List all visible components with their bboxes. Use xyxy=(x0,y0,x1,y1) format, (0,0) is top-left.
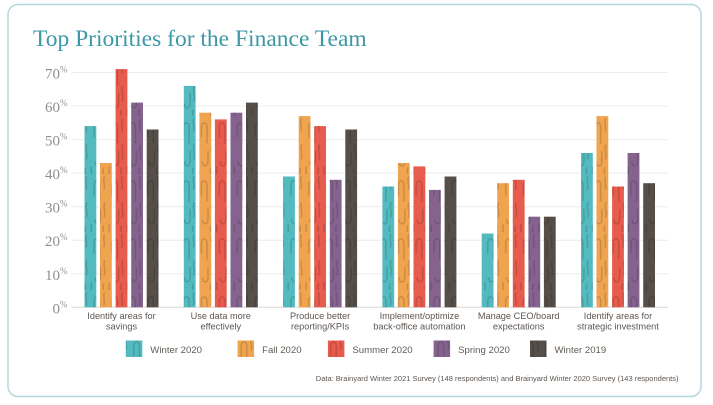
svg-text:Use data more: Use data more xyxy=(191,311,251,321)
svg-text:Fall 2020: Fall 2020 xyxy=(262,345,301,356)
svg-text:back-office automation: back-office automation xyxy=(373,322,465,332)
svg-text:Data: Brainyard Winter 2021 Su: Data: Brainyard Winter 2021 Survey (148 … xyxy=(316,374,679,383)
svg-text:expectations: expectations xyxy=(493,322,545,332)
svg-text:Implement/optimize: Implement/optimize xyxy=(380,311,460,321)
svg-text:Summer 2020: Summer 2020 xyxy=(352,345,412,356)
svg-text:reporting/KPIs: reporting/KPIs xyxy=(291,322,350,332)
svg-text:Top Priorities for the Finance: Top Priorities for the Finance Team xyxy=(33,26,367,52)
svg-text:Identify areas for: Identify areas for xyxy=(87,311,155,321)
svg-text:strategic investment: strategic investment xyxy=(577,322,659,332)
svg-text:Produce better: Produce better xyxy=(290,311,350,321)
svg-text:Winter 2020: Winter 2020 xyxy=(150,345,202,356)
svg-text:Winter 2019: Winter 2019 xyxy=(555,345,607,356)
svg-text:Identify areas for: Identify areas for xyxy=(584,311,652,321)
svg-text:savings: savings xyxy=(106,322,138,332)
svg-text:effectively: effectively xyxy=(200,322,241,332)
svg-text:Spring 2020: Spring 2020 xyxy=(458,345,510,356)
svg-text:Manage CEO/board: Manage CEO/board xyxy=(478,311,560,321)
